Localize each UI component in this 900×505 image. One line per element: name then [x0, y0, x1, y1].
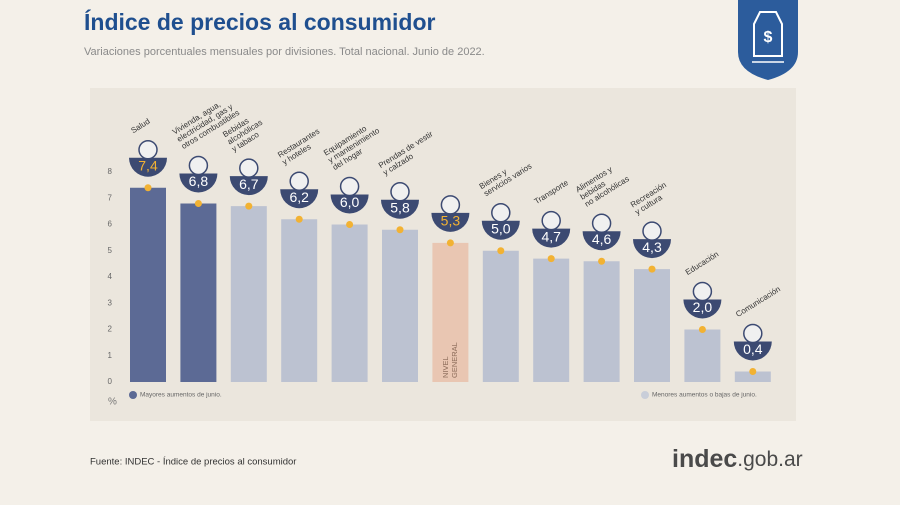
bar-top-dot — [446, 239, 454, 247]
bar-top-dot — [396, 226, 404, 234]
value-label: 2,0 — [693, 299, 713, 315]
icon — [239, 158, 259, 178]
chart-subtitle: Variaciones porcentuales mensuales por d… — [84, 46, 485, 58]
chart-title: Índice de precios al consumidor — [84, 8, 436, 35]
bar — [634, 269, 670, 382]
icon — [541, 210, 561, 231]
bar — [230, 206, 267, 382]
icon — [138, 140, 158, 160]
legend-label: Mayores aumentos de junio. — [140, 392, 222, 399]
brand: indec.gob.ar — [672, 445, 803, 473]
y-tick-label: 1 — [108, 351, 113, 360]
value-label: 6,0 — [340, 194, 360, 210]
bar-top-dot — [698, 326, 706, 333]
y-tick-label: 8 — [108, 167, 113, 176]
value-bowl — [733, 341, 772, 361]
inside-label: NIVEL GENERAL — [441, 342, 459, 378]
value-bowl — [280, 189, 319, 209]
bar — [734, 371, 771, 382]
legend-swatch — [129, 391, 137, 399]
icon — [289, 171, 309, 191]
icon — [188, 155, 209, 176]
value-label: 6,8 — [189, 173, 209, 189]
bar — [432, 242, 469, 382]
value-bowl — [129, 157, 167, 177]
value-bowl — [683, 299, 722, 319]
icon — [692, 281, 713, 302]
icon — [339, 176, 360, 197]
value-label: 4,7 — [541, 228, 561, 244]
bar-top-dot — [648, 265, 656, 273]
value-label: 6,7 — [239, 176, 259, 192]
icon — [591, 213, 612, 233]
bar-top-dot — [144, 184, 152, 192]
bar — [180, 203, 217, 382]
value-bowl — [532, 228, 571, 248]
value-bowl — [381, 199, 419, 219]
y-tick-label: 2 — [108, 325, 113, 334]
legend-label: Menores aumentos o bajas de junio. — [652, 392, 757, 399]
svg-text:$: $ — [764, 29, 773, 46]
y-unit: % — [108, 397, 117, 408]
y-tick-label: 5 — [108, 246, 113, 255]
value-bowl — [229, 176, 268, 196]
value-bowl — [179, 173, 218, 193]
value-label: 6,2 — [289, 189, 309, 205]
icon — [390, 182, 410, 202]
bar — [533, 258, 570, 382]
value-bowl — [582, 231, 621, 251]
source: Fuente: INDEC - Índice de precios al con… — [90, 457, 296, 468]
bar-top-dot — [194, 200, 202, 207]
brand-name: indec — [672, 445, 737, 473]
bar-top-dot — [497, 247, 505, 255]
value-label: 5,8 — [390, 199, 410, 215]
icon — [743, 323, 763, 344]
value-bowl — [330, 194, 369, 214]
y-tick-label: 0 — [108, 377, 113, 386]
bar-top-dot — [245, 202, 253, 210]
bar — [130, 187, 166, 382]
value-label: 7,4 — [138, 157, 158, 173]
value-label: 4,3 — [642, 239, 662, 255]
bar — [684, 329, 721, 382]
value-label: 4,6 — [592, 231, 612, 247]
icon — [491, 203, 511, 223]
bar-top-dot — [598, 257, 606, 265]
bar — [482, 250, 519, 382]
y-tick-label: 4 — [108, 272, 113, 281]
icon — [642, 221, 662, 241]
bar — [382, 229, 418, 382]
category-label: NIVEL — [441, 356, 450, 378]
value-bowl — [633, 239, 671, 259]
bar-top-dot — [346, 221, 354, 228]
y-tick-label: 7 — [108, 193, 113, 202]
y-tick-label: 3 — [108, 298, 113, 307]
category-label: GENERAL — [450, 342, 459, 378]
value-label: 5,0 — [491, 220, 511, 236]
bar — [281, 219, 318, 382]
bar-top-dot — [749, 368, 757, 375]
icon — [440, 195, 461, 215]
brand-domain: .gob.ar — [737, 448, 802, 471]
badge: $ — [738, 0, 798, 80]
legend-swatch — [641, 391, 649, 399]
bar — [583, 261, 620, 382]
bar — [331, 224, 368, 382]
bar-top-dot — [295, 215, 303, 223]
value-label: 0,4 — [743, 341, 763, 357]
value-bowl — [431, 212, 470, 232]
y-tick-label: 6 — [108, 220, 113, 229]
value-label: 5,3 — [441, 213, 461, 229]
value-bowl — [481, 220, 520, 240]
bar-top-dot — [547, 255, 555, 263]
